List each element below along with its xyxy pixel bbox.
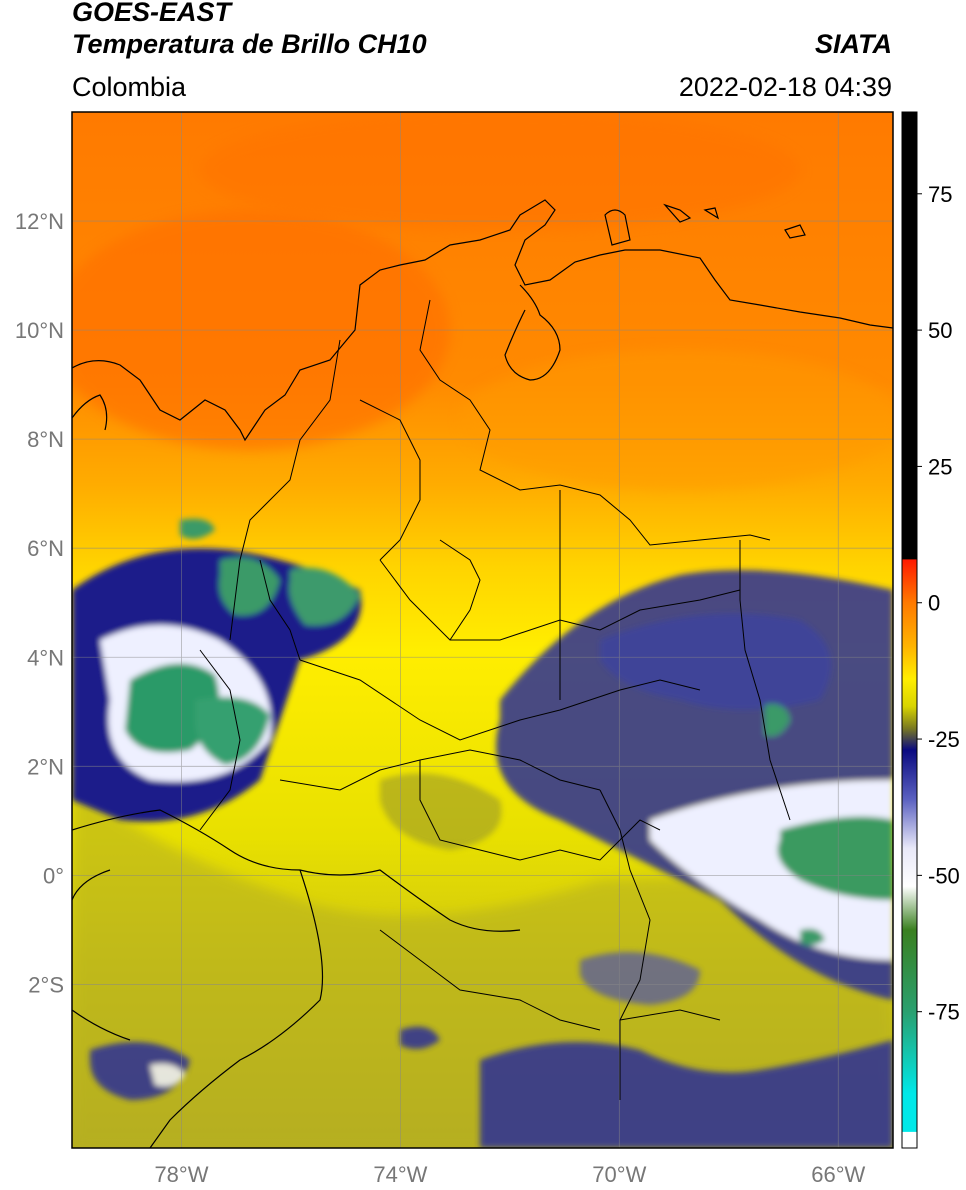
latitude-tick-labels: 12°N 10°N 8°N 6°N 4°N 2°N 0° 2°S: [15, 209, 64, 997]
colorbar-tick-label: 50: [928, 318, 952, 343]
map-frame: [71, 111, 894, 1149]
colorbar-tick-label: 75: [928, 182, 952, 207]
lon-tick-label: 78°W: [154, 1162, 208, 1187]
lat-tick-label: 2°S: [28, 972, 64, 997]
colorbar-tick-label: -75: [928, 1000, 960, 1025]
colorbar-tick-label: -25: [928, 727, 960, 752]
lon-tick-label: 66°W: [811, 1162, 865, 1187]
satellite-title: GOES-EAST: [72, 0, 232, 27]
lat-tick-label: 2°N: [27, 754, 64, 779]
map-gridlines: [72, 112, 893, 1148]
datetime-label: 2022-02-18 04:39: [678, 72, 892, 102]
lat-tick-label: 0°: [43, 863, 64, 888]
agency-label: SIATA: [815, 29, 892, 59]
region-label: Colombia: [72, 72, 187, 102]
department-borders: [199, 299, 791, 1100]
lat-tick-label: 6°N: [27, 536, 64, 561]
product-title: Temperatura de Brillo CH10: [72, 29, 427, 59]
lon-tick-label: 74°W: [373, 1162, 427, 1187]
colorbar: [901, 111, 918, 1149]
colorbar-ticks: 75 50 25 0 -25 -50 -75: [917, 182, 960, 1025]
lat-tick-label: 10°N: [15, 318, 64, 343]
satellite-imagery: [72, 112, 893, 1148]
longitude-tick-labels: 78°W 74°W 70°W 66°W: [154, 1162, 865, 1187]
colorbar-tick-label: -50: [928, 863, 960, 888]
colorbar-tick-label: 25: [928, 454, 952, 479]
colorbar-tick-label: 0: [928, 591, 940, 616]
lat-tick-label: 4°N: [27, 645, 64, 670]
lat-tick-label: 12°N: [15, 209, 64, 234]
lat-tick-label: 8°N: [27, 427, 64, 452]
coastlines-borders: [72, 199, 893, 1148]
lon-tick-label: 70°W: [592, 1162, 646, 1187]
